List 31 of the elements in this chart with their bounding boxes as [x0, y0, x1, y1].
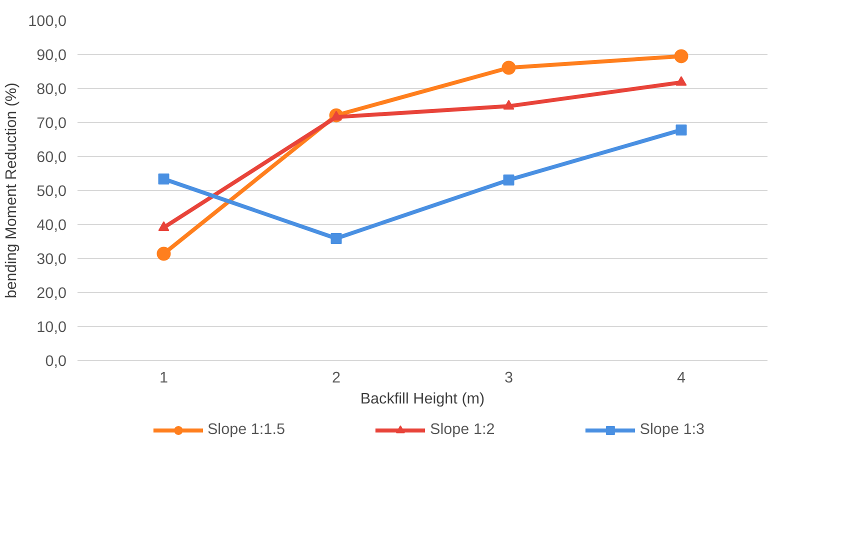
x-tick-label: 4: [676, 370, 686, 386]
point: [156, 246, 171, 261]
y-tick-label: 90,0: [36, 47, 67, 64]
point: [330, 110, 342, 120]
point: [330, 232, 342, 244]
legend-label: Slope 1:1.5: [207, 421, 285, 439]
y-tick-label: 80,0: [36, 81, 67, 98]
point: [503, 100, 514, 110]
legend-label: Slope 1:2: [430, 421, 495, 439]
legend-label: Slope 1:3: [640, 421, 705, 439]
y-tick-label: 40,0: [36, 217, 67, 234]
point: [502, 60, 516, 75]
point: [158, 173, 170, 184]
point: [158, 221, 170, 231]
y-tick-label: 10,0: [36, 319, 67, 336]
x-axis-title: Backfill Height (m): [360, 390, 485, 408]
y-tick-label: 50,0: [36, 183, 67, 200]
x-tick-label: 2: [332, 370, 341, 386]
y-axis-title: bending Moment Reduction (%): [3, 82, 20, 298]
y-tick-label: 0,0: [45, 353, 67, 370]
x-tick-label: 1: [159, 370, 168, 386]
y-tick-label: 20,0: [36, 285, 67, 302]
y-tick-label: 60,0: [36, 149, 67, 166]
x-tick-label: 3: [504, 370, 514, 386]
y-tick-label: 30,0: [36, 251, 67, 268]
y-tick-label: 100,0: [28, 13, 66, 30]
point: [674, 49, 688, 64]
y-tick-label: 70,0: [36, 115, 67, 132]
point: [503, 174, 514, 186]
point: [676, 124, 687, 136]
point: [676, 76, 687, 86]
